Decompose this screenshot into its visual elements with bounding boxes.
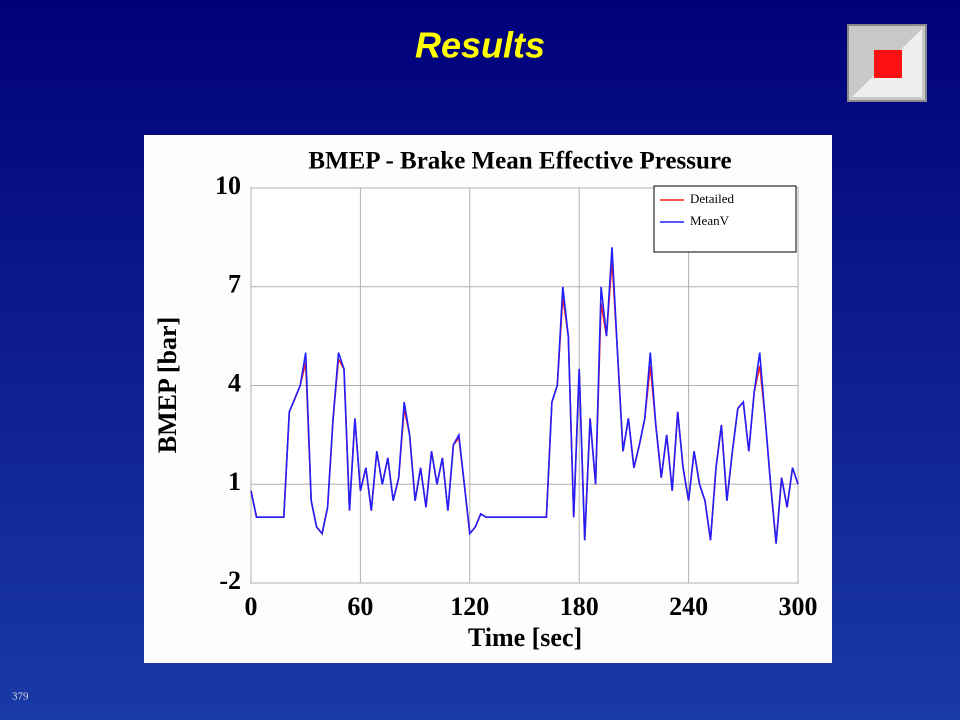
- y-tick-label: 1: [228, 467, 241, 496]
- legend-label: MeanV: [690, 213, 730, 228]
- x-tick-label: 240: [669, 592, 708, 621]
- legend-box: [653, 185, 797, 253]
- x-tick-label: 120: [450, 592, 489, 621]
- y-tick-label: -2: [219, 566, 241, 595]
- y-axis-label: BMEP [bar]: [153, 317, 182, 454]
- plot: -2 1 4 7 10 0 60 120 180 240 300 Detailed MeanV: [215, 171, 818, 621]
- y-tick-label: 7: [228, 270, 241, 299]
- series-line: [250, 247, 799, 544]
- chart-title: BMEP - Brake Mean Effective Pressure: [308, 148, 731, 175]
- legend-label: Detailed: [690, 191, 735, 206]
- y-tick-label: 10: [215, 171, 241, 200]
- stop-button[interactable]: [847, 24, 927, 102]
- x-tick-label: 300: [779, 592, 818, 621]
- x-tick-label: 0: [245, 592, 258, 621]
- x-tick-label: 60: [347, 592, 373, 621]
- page-number: 379: [12, 691, 29, 703]
- y-tick-label: 4: [228, 368, 241, 397]
- button-icon: [874, 50, 902, 78]
- x-tick-label: 180: [560, 592, 599, 621]
- slide-title: Results: [415, 25, 545, 66]
- x-axis-label: Time [sec]: [468, 623, 582, 652]
